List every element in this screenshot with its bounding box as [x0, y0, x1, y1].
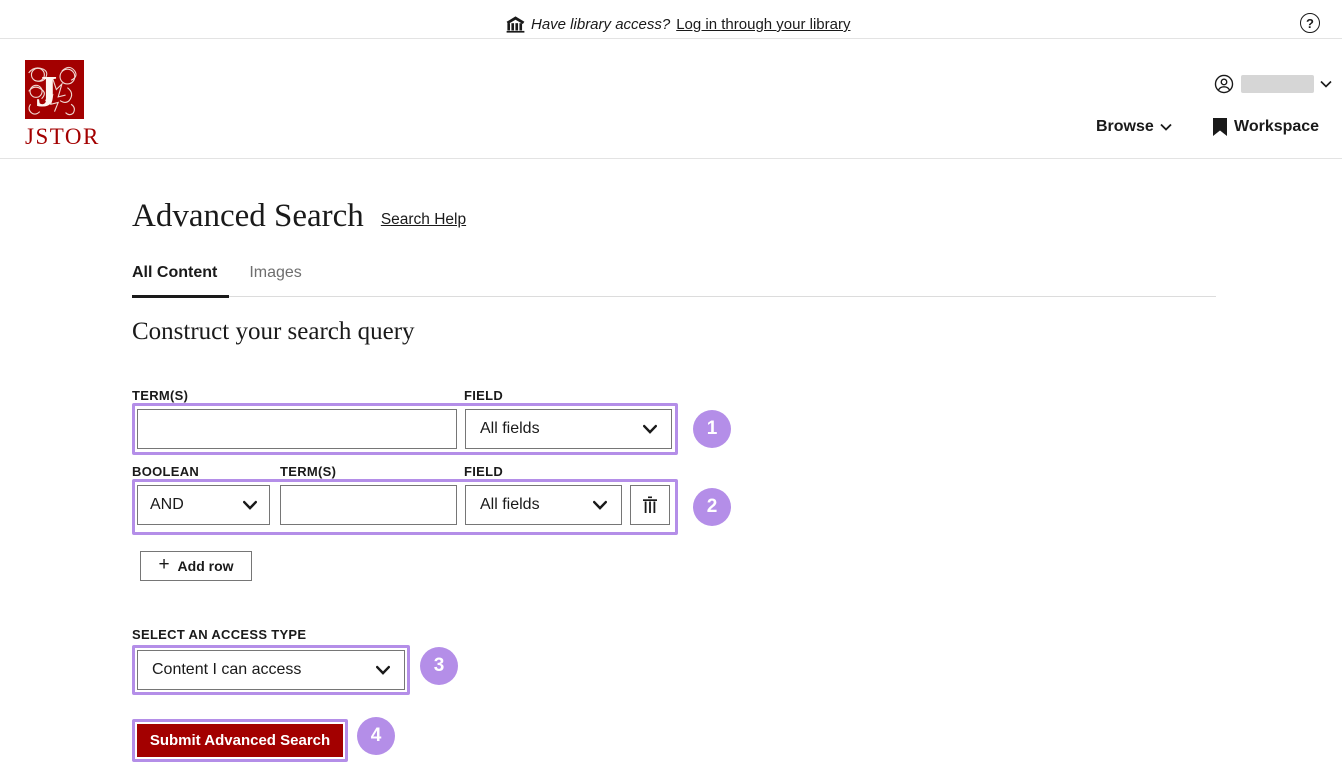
svg-text:J: J [35, 67, 57, 116]
